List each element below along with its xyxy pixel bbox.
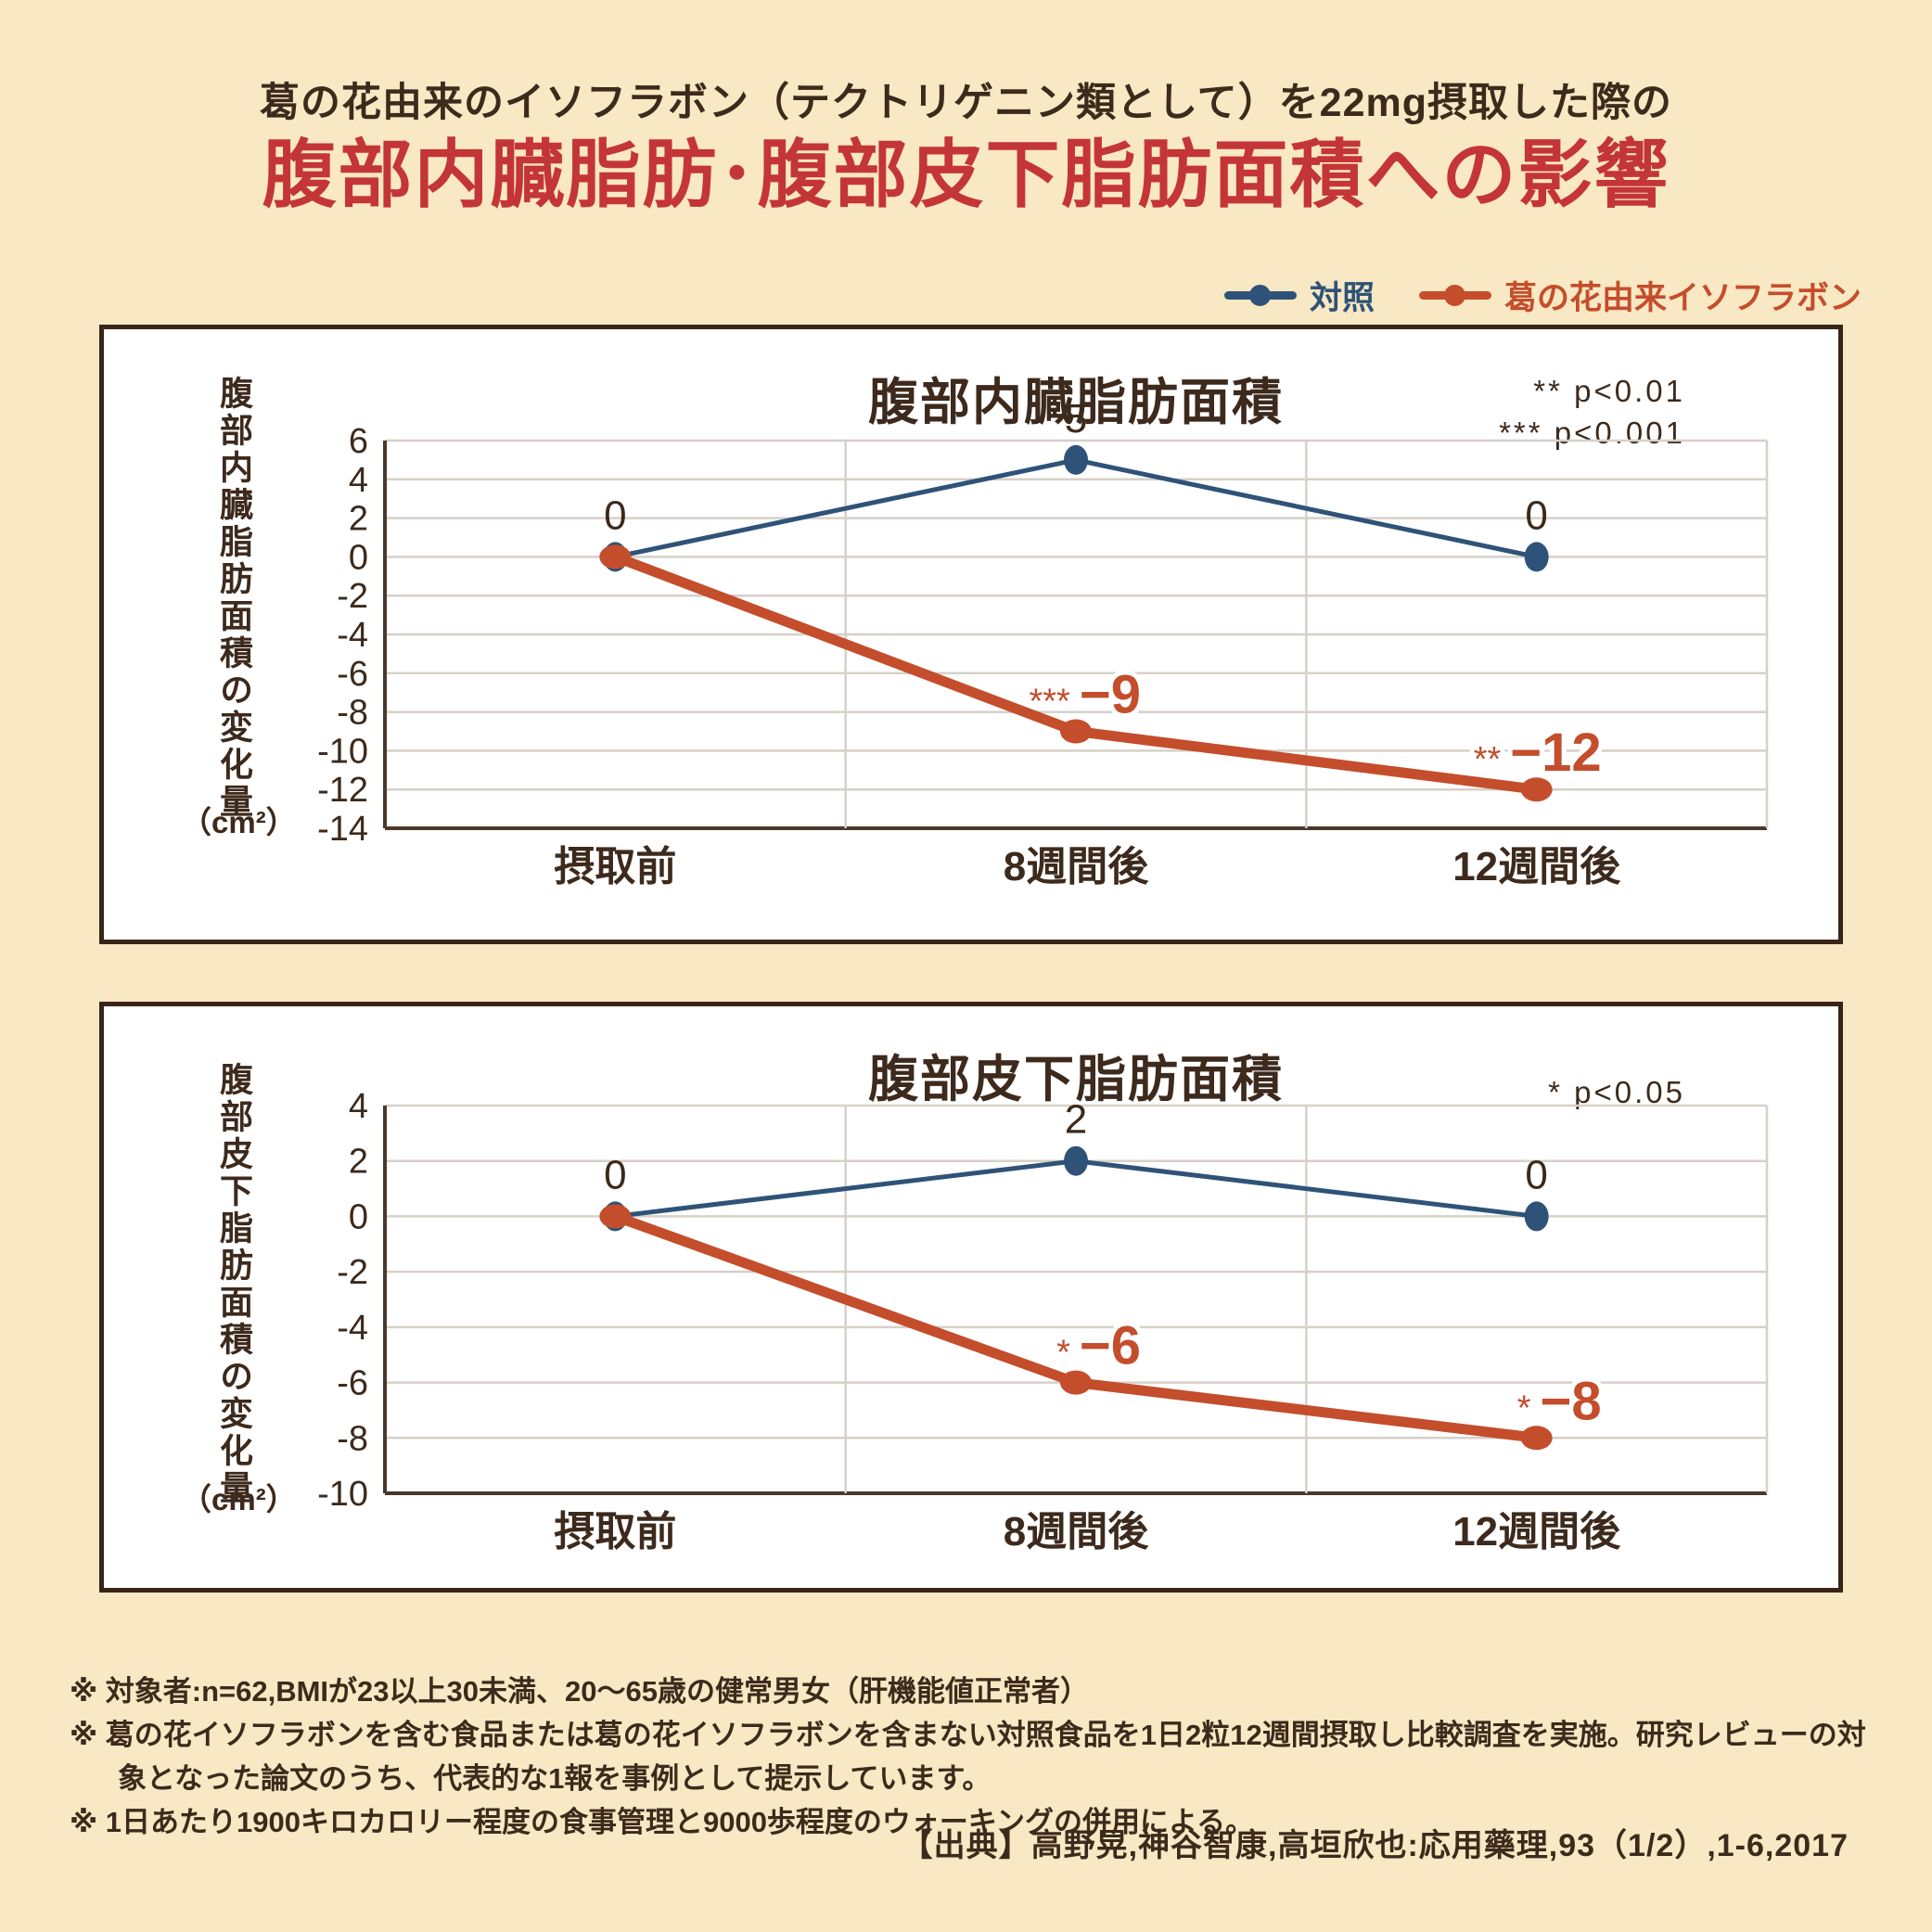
data-point-marker [1520,777,1553,802]
data-point-marker [1060,719,1092,744]
legend-item: 対照 [1223,272,1375,319]
legend-label: 対照 [1309,280,1375,316]
data-point-label: *** −9 [1029,665,1141,725]
y-tick-label: -2 [337,577,368,616]
footnote-marker: ※ [70,1675,98,1708]
chart-title: 腹部内臓脂肪面積 [868,375,1284,430]
data-point-marker [599,1204,632,1229]
y-tick-label: -10 [317,732,368,771]
data-point-label: * −8 [1517,1371,1602,1431]
source-citation: 【出典】高野晃,神谷智康,高垣欣也:応用藥理,93（1/2）,1-6,2017 [901,1828,1849,1863]
data-point-marker [1060,1370,1092,1395]
footnote-text: 葛の花イソフラボンを含む食品または葛の花イソフラボンを含まない対照食品を1日2粒… [105,1719,1866,1795]
y-tick-label: 0 [349,538,368,577]
data-point-marker [1524,1201,1549,1232]
footnote: ※ 葛の花イソフラボンを含む食品または葛の花イソフラボンを含まない対照食品を1日… [70,1713,1869,1800]
x-category-label: 12週間後 [1452,844,1621,889]
y-tick-label: 2 [349,500,368,539]
significance-stars: ** [1474,740,1502,779]
y-axis-unit: （cm²） [181,1482,297,1516]
x-category-label: 8週間後 [1004,844,1149,889]
x-category-label: 12週間後 [1452,1509,1621,1555]
footnote-text: 対象者:n=62,BMIが23以上30未満、20〜65歳の健常男女（肝機能値正常… [105,1675,1089,1708]
footnote-text: 1日あたり1900キロカロリー程度の食事管理と9000歩程度のウォーキングの併用… [105,1806,1255,1838]
pvalue-notes: * p<0.05 [1548,1071,1685,1113]
y-tick-label: -2 [337,1253,368,1292]
data-point-marker [1524,542,1549,572]
data-point-marker [599,544,632,569]
data-point-label: * −6 [1056,1316,1141,1376]
legend-line-marker-icon [1223,284,1297,307]
footnote-marker: ※ [70,1806,98,1838]
y-axis-unit: （cm²） [181,805,297,839]
y-tick-label: -4 [337,1309,368,1348]
chart-title: 腹部皮下脂肪面積 [868,1052,1284,1107]
pvalue-note: *** p<0.001 [1499,416,1685,450]
data-point-label: 0 [604,1152,626,1197]
data-point-label: 0 [1525,1152,1547,1197]
y-tick-label: -14 [317,810,368,849]
page-title: 腹部内臓脂肪･腹部皮下脂肪面積への影響 [262,131,1670,218]
legend-label: 葛の花由来イソフラボン [1503,280,1862,316]
subcutaneous-fat-line-chart: 4 2 0 -2 -4 -6 -8 -10 摂取前 8週間後 12週間後 0 2 0 * −6 * −8 [317,1087,1769,1555]
footnote-marker: ※ [70,1719,98,1751]
y-axis-label: 腹部皮下脂肪面積の変化量 [215,1062,253,1507]
y-tick-label: 6 [349,422,368,461]
data-point-marker [1520,1426,1553,1451]
y-tick-label: -6 [337,655,368,694]
data-point-marker [1064,1145,1088,1176]
y-axis-label: 腹部内臓脂肪面積の変化量 [215,376,253,821]
y-tick-label: -6 [337,1364,368,1403]
page-subtitle: 葛の花由来のイソフラボン（テクトリゲニン類として）を22mg摂取した際の [259,81,1673,125]
significance-stars: *** [1029,683,1070,722]
subcutaneous-fat-chart-panel: 腹部皮下脂肪面積 * p<0.05 腹部皮下脂肪面積の変化量 （cm²） 4 2 0… [99,1002,1843,1593]
data-point-label: 0 [1525,493,1547,538]
footnote: ※ 1日あたり1900キロカロリー程度の食事管理と9000歩程度のウォーキングの… [70,1800,1869,1844]
data-point-label: 2 [1065,1097,1087,1143]
data-point-label: ** −12 [1474,723,1602,783]
visceral-fat-chart-panel: 腹部内臓脂肪面積 ** p<0.01 *** p<0.001 腹部内臓脂肪面積の… [99,325,1843,944]
y-tick-label: -10 [317,1475,368,1514]
x-category-label: 摂取前 [554,1509,676,1555]
y-tick-label: -8 [337,694,368,733]
footnotes: ※ 対象者:n=62,BMIが23以上30未満、20〜65歳の健常男女（肝機能値… [70,1670,1869,1844]
y-tick-label: -8 [337,1419,368,1458]
x-category-label: 8週間後 [1004,1509,1149,1555]
legend-line-marker-icon [1418,284,1491,307]
data-point-label: 0 [604,493,626,538]
chart-legend: 対照 葛の花由来イソフラボン [1223,272,1862,319]
y-tick-label: 2 [349,1143,368,1182]
pvalue-notes: ** p<0.01 *** p<0.001 [1499,370,1685,454]
y-tick-label: 4 [349,461,368,500]
significance-stars: * [1517,1388,1531,1427]
y-tick-label: 4 [349,1087,368,1126]
data-point-marker [1064,444,1088,475]
footnote: ※ 対象者:n=62,BMIが23以上30未満、20〜65歳の健常男女（肝機能値… [70,1670,1869,1713]
x-category-label: 摂取前 [554,844,676,889]
pvalue-note: * p<0.05 [1548,1075,1685,1109]
y-tick-label: -4 [337,616,368,655]
legend-item: 葛の花由来イソフラボン [1418,272,1862,319]
y-tick-label: -12 [317,771,368,810]
pvalue-note: ** p<0.01 [1533,374,1685,408]
y-tick-label: 0 [349,1197,368,1236]
data-point-label: 5 [1065,396,1087,441]
significance-stars: * [1056,1334,1070,1373]
